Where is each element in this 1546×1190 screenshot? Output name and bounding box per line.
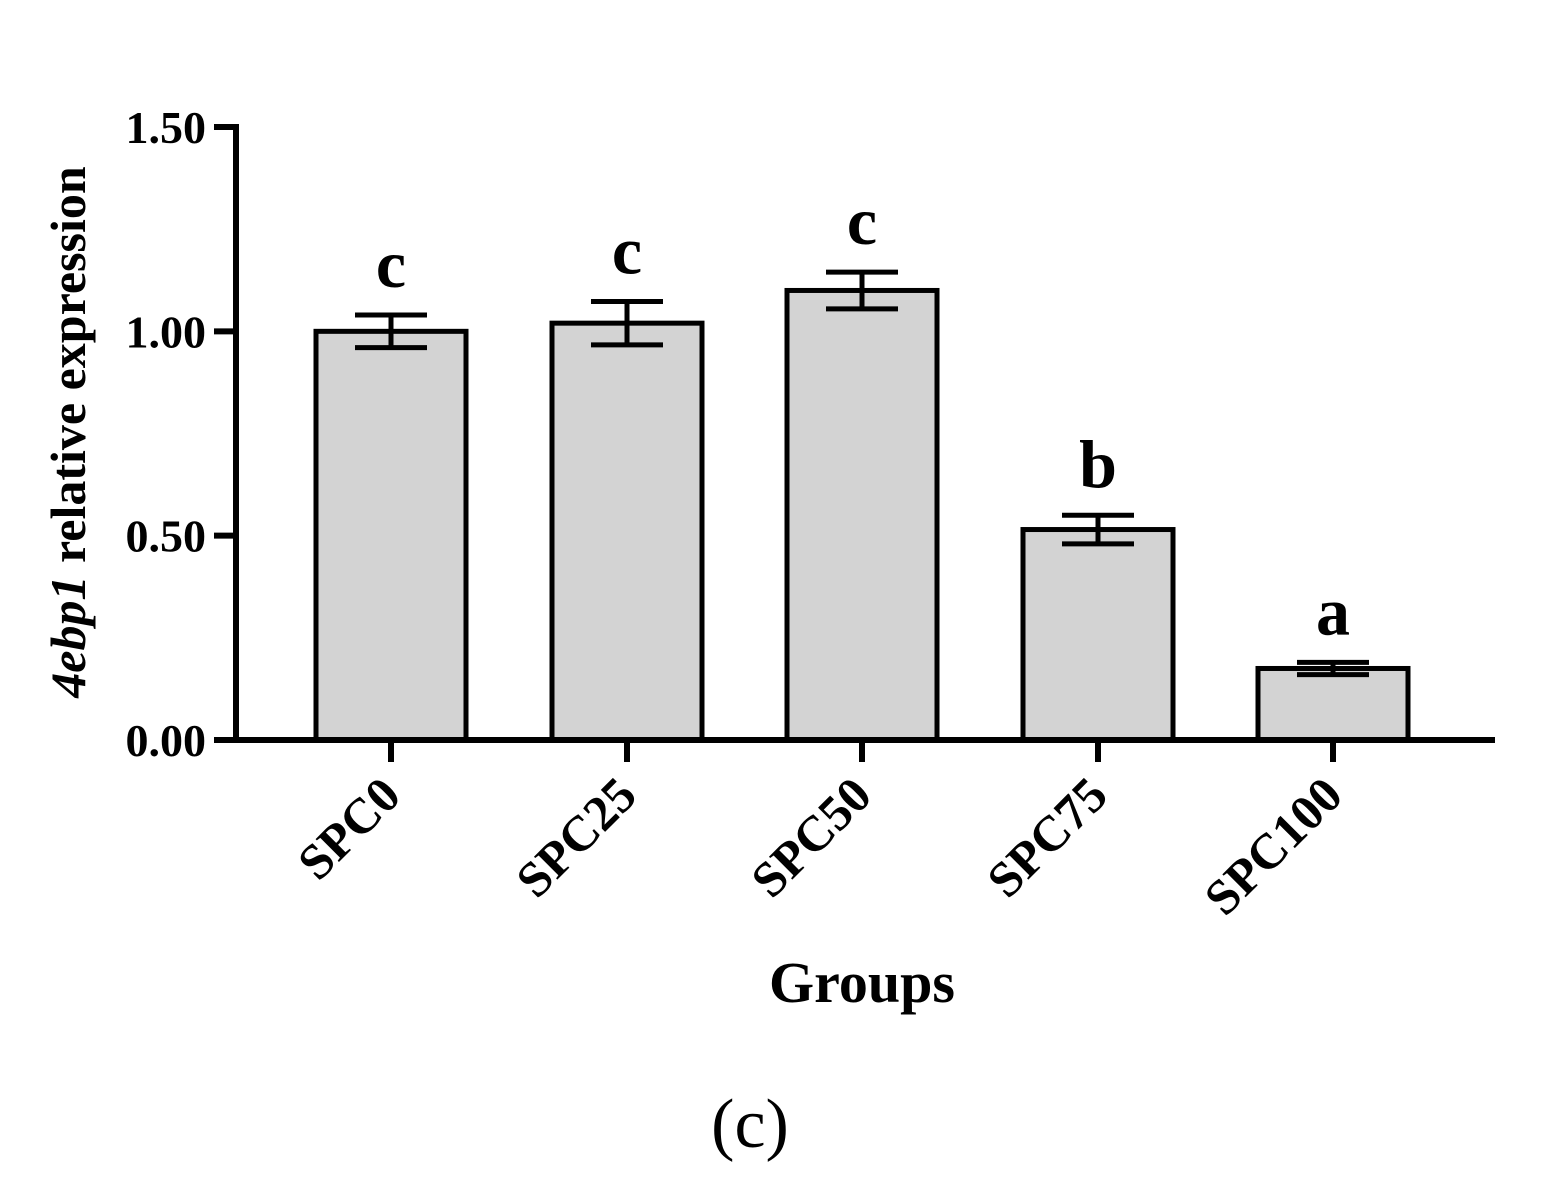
y-axis-title: 4ebp1 relative expression — [40, 166, 96, 699]
significance-letter-spc75: b — [1079, 426, 1117, 502]
error-bar-spc50 — [826, 269, 898, 312]
error-bar-spc0 — [355, 312, 427, 351]
error-bars-layer — [355, 269, 1369, 678]
significance-letter-spc0: c — [376, 226, 406, 302]
significance-letter-spc100: a — [1316, 573, 1350, 649]
panel-label: (c) — [711, 1086, 789, 1163]
error-bar-spc75 — [1062, 512, 1134, 547]
bar-spc50 — [784, 287, 940, 743]
error-bar-spc25 — [591, 299, 663, 348]
significance-letter-spc50: c — [847, 183, 877, 259]
bar-spc75 — [1020, 527, 1176, 743]
bar-spc25 — [549, 320, 705, 743]
x-tick-label-spc25: SPC25 — [505, 766, 647, 908]
y-tick-label: 1.00 — [126, 306, 207, 357]
significance-letter-spc25: c — [612, 213, 642, 289]
x-tick-label-spc0: SPC0 — [287, 766, 411, 890]
bar-spc100 — [1255, 665, 1411, 743]
bars-layer — [313, 287, 1411, 743]
y-tick-label: 1.50 — [126, 102, 207, 153]
y-ticks-layer: 0.00 0.50 1.00 1.50 — [126, 102, 236, 766]
bar-spc0 — [313, 328, 469, 743]
x-tick-label-spc75: SPC75 — [976, 766, 1118, 908]
x-tick-label-spc100: SPC100 — [1193, 766, 1352, 925]
x-tick-label-spc50: SPC50 — [740, 766, 882, 908]
error-bar-spc100 — [1297, 659, 1369, 678]
y-tick-label: 0.50 — [126, 511, 207, 562]
y-tick-label: 0.00 — [126, 715, 207, 766]
x-ticks-layer: SPC0 SPC25 SPC50 SPC75 SPC100 — [287, 740, 1353, 926]
y-axis-title-rest: relative expression — [40, 166, 96, 575]
significance-letters-layer: c c c b a — [376, 183, 1350, 649]
y-axis-title-gene: 4ebp1 — [40, 576, 96, 699]
x-axis-title: Groups — [769, 950, 955, 1015]
